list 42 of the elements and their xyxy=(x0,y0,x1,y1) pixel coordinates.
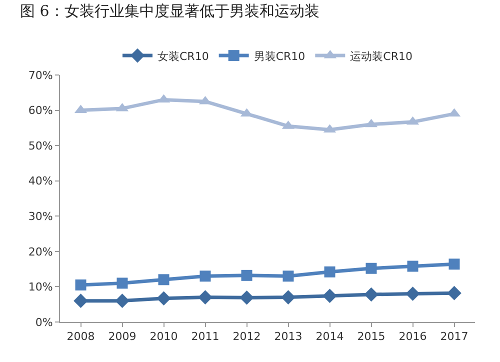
y-tick-label: 70% xyxy=(28,68,53,82)
point xyxy=(115,294,130,308)
point xyxy=(364,287,378,302)
point xyxy=(406,286,420,301)
point xyxy=(240,290,254,305)
y-tick-label: 60% xyxy=(28,104,53,118)
point xyxy=(407,260,418,272)
x-tick-label: 2012 xyxy=(232,330,261,344)
y-tick-label: 50% xyxy=(28,139,53,152)
y-tick-label: 30% xyxy=(28,210,53,223)
point xyxy=(447,286,462,300)
legend-label: 运动装CR10 xyxy=(350,50,412,63)
point xyxy=(74,294,88,308)
y-tick-label: 0% xyxy=(35,316,53,329)
point xyxy=(200,270,211,282)
point xyxy=(366,262,377,274)
legend-label: 男装CR10 xyxy=(254,50,306,63)
point xyxy=(158,274,170,286)
point xyxy=(322,288,337,304)
y-tick-label: 10% xyxy=(28,280,53,294)
point xyxy=(241,270,252,281)
point xyxy=(116,278,128,289)
y-tick-label: 20% xyxy=(28,245,53,258)
x-tick-label: 2014 xyxy=(316,330,344,344)
x-tick-label: 2009 xyxy=(108,330,136,344)
legend-label: 女装CR10 xyxy=(158,50,209,63)
point xyxy=(75,279,86,290)
x-tick-label: 2008 xyxy=(66,330,95,344)
point xyxy=(282,270,294,282)
y-tick-label: 40% xyxy=(28,174,53,188)
point xyxy=(281,290,296,304)
point xyxy=(198,290,212,304)
point xyxy=(156,291,171,306)
x-tick-label: 2017 xyxy=(440,330,468,344)
point xyxy=(448,258,460,270)
x-tick-label: 2010 xyxy=(150,330,178,344)
x-tick-label: 2015 xyxy=(357,330,386,344)
x-tick-label: 2013 xyxy=(274,330,302,344)
chart-title: 图 6：女装行业集中度显著低于男装和运动装 xyxy=(20,2,320,20)
x-tick-label: 2016 xyxy=(398,330,427,344)
point xyxy=(324,266,336,278)
x-tick-label: 2011 xyxy=(191,330,220,344)
